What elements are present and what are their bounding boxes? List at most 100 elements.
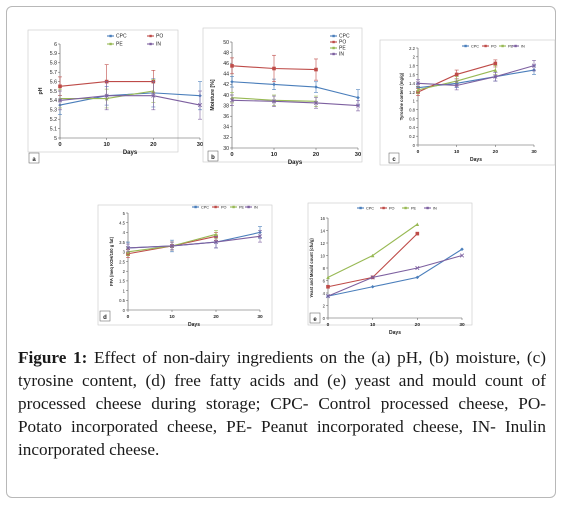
y-tick-label: 36: [223, 114, 229, 120]
y-tick-label: 5: [123, 211, 126, 216]
legend-marker-IN: [332, 52, 335, 56]
panel-letter-box: [207, 150, 219, 162]
y-tick-label: 3: [123, 250, 126, 255]
y-axis-label: Moisture [%]: [210, 79, 216, 110]
point-IN: [57, 98, 63, 103]
panel-letter: d: [103, 315, 107, 321]
legend-marker-CPC: [194, 205, 197, 209]
y-tick-label: 5.4: [50, 98, 57, 104]
legend-marker-CPC: [332, 34, 335, 38]
point-PO: [272, 66, 276, 71]
y-tick-label: 46: [223, 61, 229, 67]
panel-letter-box: [28, 152, 40, 164]
legend-marker-IN: [514, 44, 517, 48]
point-IN: [271, 99, 277, 104]
y-tick-label: 3.5: [119, 240, 125, 245]
charts-canvas: 55.15.25.35.45.55.65.75.85.960 10 20 30Days…: [27, 27, 556, 336]
y-tick-label: 14: [320, 228, 325, 233]
y-tick-label: 5.6: [50, 79, 57, 85]
legend-label-IN: IN: [156, 42, 161, 48]
figure-frame: [6, 6, 556, 498]
point-IN: [355, 103, 361, 108]
panel-border: [97, 204, 273, 326]
x-axis-label: Days: [288, 160, 303, 166]
chart-panel-e: 0 2 4 6 8 10 12 14 16 0 10 20 30 Days Yeast and Mould …: [307, 202, 473, 336]
x-tick-label: 20: [150, 142, 156, 148]
y-tick-label: 38: [223, 103, 229, 109]
point-IN: [229, 98, 235, 103]
panel-letter-box: [388, 152, 400, 164]
y-tick-label: 1.8: [409, 63, 415, 68]
y-tick-label: 4: [123, 230, 126, 235]
legend-label-PO: PO: [491, 45, 497, 49]
panel-border: [307, 202, 473, 326]
legend-marker-PO: [484, 44, 487, 48]
y-tick-label: 5.1: [50, 126, 57, 132]
point-IN: [370, 275, 375, 280]
y-axis-label: Tyrosine content (mg/g): [399, 72, 404, 120]
x-axis-label: Days: [188, 322, 200, 328]
y-tick-label: 10: [320, 253, 325, 258]
x-axis-label: Days: [123, 150, 138, 156]
point-PO: [454, 72, 459, 77]
y-tick-label: 0.4: [409, 125, 415, 130]
legend-label-IN: IN: [254, 206, 258, 210]
legend-label-PO: PO: [339, 40, 346, 46]
y-tick-label: 16: [320, 216, 325, 221]
panel-letter: c: [392, 157, 396, 163]
point-PO: [326, 284, 330, 289]
caption-label: Figure 1:: [18, 348, 88, 367]
legend-label-CPC: CPC: [201, 206, 209, 210]
legend-marker-PE: [232, 205, 235, 209]
point-IN: [415, 265, 420, 271]
y-tick-label: 2: [323, 303, 326, 308]
legend-marker-IN: [149, 42, 152, 46]
legend-marker-IN: [426, 206, 429, 210]
legend-label-IN: IN: [339, 52, 344, 58]
y-axis-label: FFA (meq KOH/100 g fat): [109, 236, 114, 286]
y-tick-label: 5.2: [50, 117, 57, 123]
y-tick-label: 2: [413, 55, 416, 60]
legend-marker-PE: [404, 206, 407, 210]
point-CPC: [370, 284, 375, 289]
y-tick-label: 32: [223, 135, 229, 141]
point-PO: [230, 64, 234, 68]
series-line-CPC: [327, 248, 463, 297]
y-tick-label: 42: [223, 82, 229, 88]
x-tick-label: 0: [327, 322, 330, 328]
y-tick-label: 44: [223, 72, 229, 78]
point-CPC: [230, 79, 234, 84]
series-line-IN: [231, 99, 359, 107]
x-tick-label: 30: [197, 142, 203, 148]
x-tick-label: 10: [370, 322, 376, 328]
y-axis-label: Yeast and Mould count (cfu/g): [309, 238, 314, 298]
y-tick-label: 1.6: [409, 72, 415, 77]
series-line-IN: [417, 65, 535, 87]
legend-marker-PE: [109, 42, 112, 46]
legend-label-PO: PO: [156, 34, 163, 40]
series-line-IN: [327, 254, 463, 297]
chart-panel-c: 0 0.2 0.4 0.6 0.8 1 1.2 1.4 1.6 1.8 2 2.2 0 10 20 30 Day…: [379, 39, 556, 166]
y-tick-label: 50: [223, 40, 229, 46]
point-IN: [125, 245, 131, 251]
x-tick-label: 10: [454, 149, 460, 155]
point-IN: [151, 93, 156, 98]
y-tick-label: 6: [323, 278, 326, 283]
y-tick-label: 0: [123, 308, 126, 313]
point-PO: [58, 84, 62, 89]
series-line-IN: [59, 95, 201, 106]
legend-label-CPC: CPC: [471, 45, 479, 49]
point-IN: [213, 240, 219, 245]
y-tick-label: 2: [123, 269, 126, 274]
x-tick-label: 0: [127, 314, 130, 320]
panel-letter: b: [211, 155, 215, 161]
legend-label-PE: PE: [508, 45, 514, 49]
point-IN: [531, 63, 537, 68]
point-IN: [325, 294, 331, 299]
y-tick-label: 1.4: [409, 81, 415, 86]
legend-label-IN: IN: [433, 207, 437, 211]
y-tick-label: 8: [323, 266, 326, 271]
panel-border: [202, 27, 363, 163]
x-tick-label: 10: [271, 152, 277, 158]
legend-label-PE: PE: [339, 46, 346, 52]
